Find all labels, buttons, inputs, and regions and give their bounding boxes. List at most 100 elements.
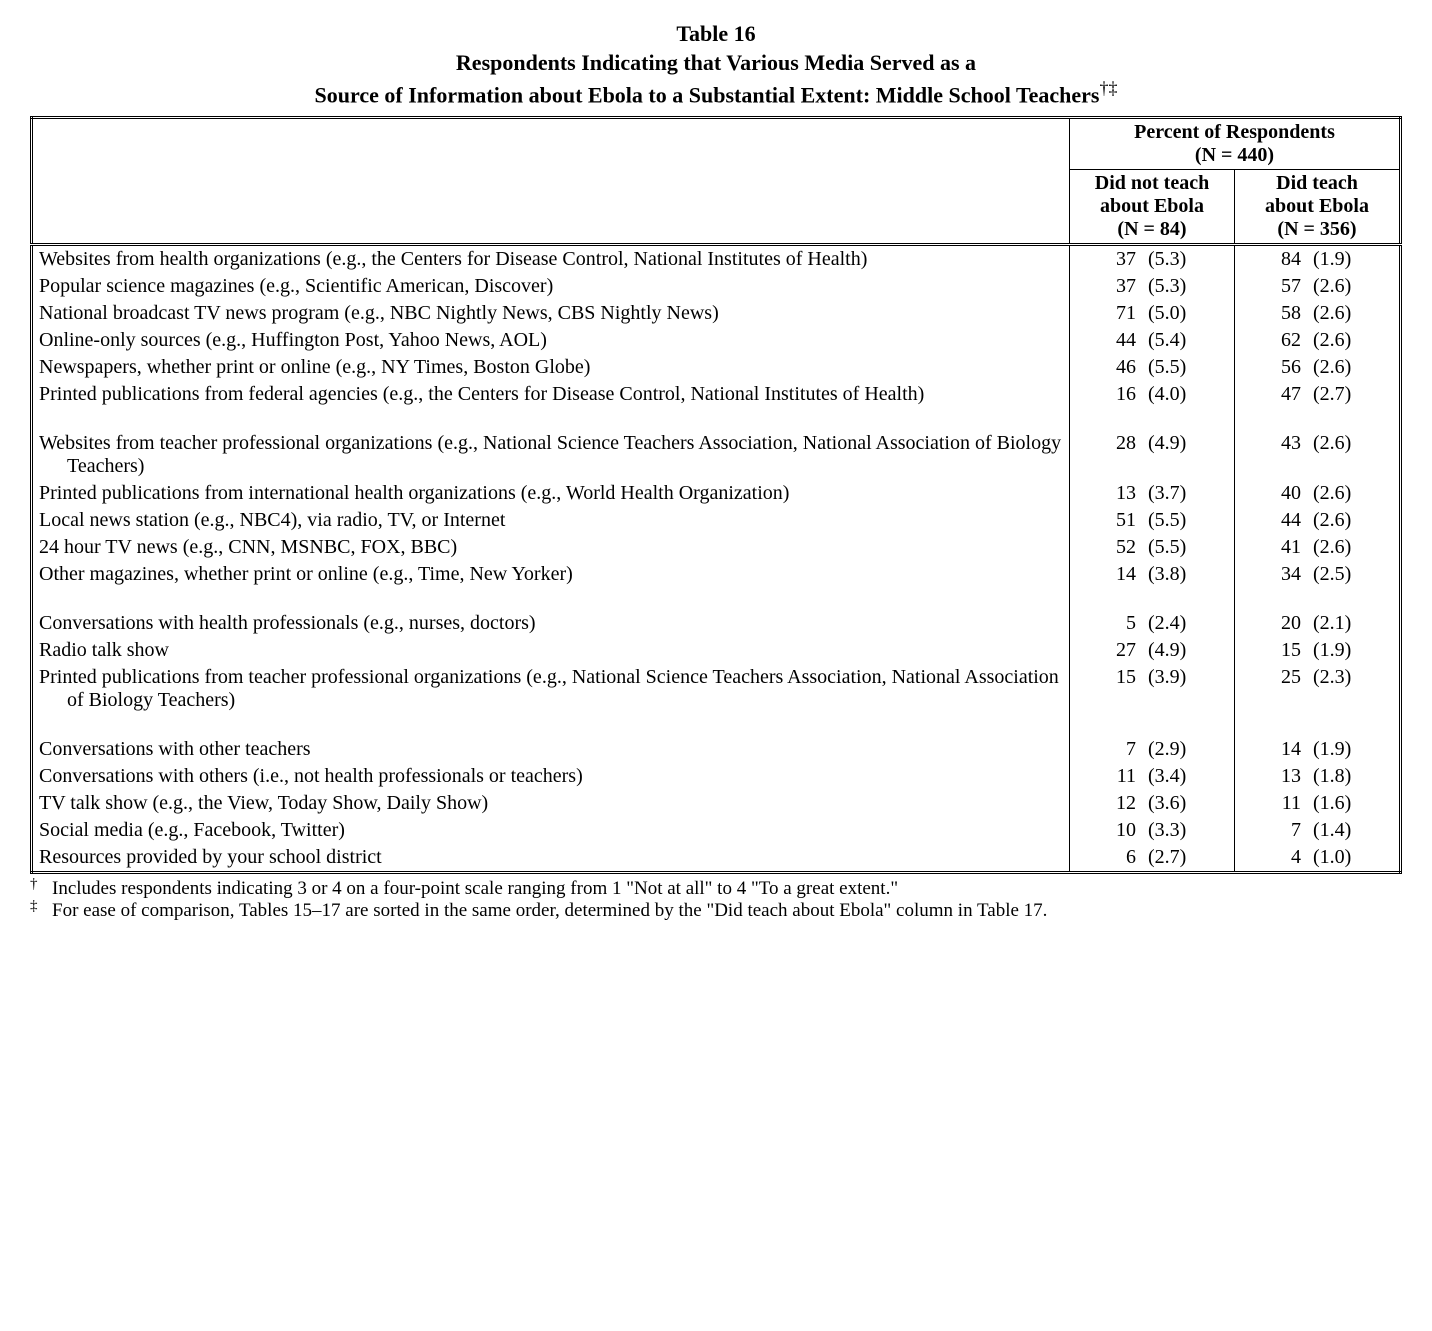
se-did-teach: (2.6) (1307, 480, 1401, 507)
value-did-teach: 13 (1235, 763, 1308, 790)
table-row: Websites from health organizations (e.g.… (32, 245, 1401, 274)
row-label: Printed publications from teacher profes… (32, 664, 1070, 714)
spacer-row (32, 714, 1401, 736)
data-table: Percent of Respondents (N = 440) Did not… (30, 116, 1402, 874)
se-did-teach: (1.9) (1307, 245, 1401, 274)
se-did-not-teach: (3.9) (1142, 664, 1235, 714)
table-row: Websites from teacher professional organ… (32, 430, 1401, 480)
se-did-teach: (2.5) (1307, 561, 1401, 588)
table-row: Newspapers, whether print or online (e.g… (32, 354, 1401, 381)
row-label: Conversations with other teachers (32, 736, 1070, 763)
table-row: Conversations with other teachers7(2.9)1… (32, 736, 1401, 763)
se-did-teach: (1.6) (1307, 790, 1401, 817)
row-label: 24 hour TV news (e.g., CNN, MSNBC, FOX, … (32, 534, 1070, 561)
table-title: Table 16 Respondents Indicating that Var… (30, 20, 1402, 110)
row-label: Printed publications from international … (32, 480, 1070, 507)
value-did-not-teach: 14 (1070, 561, 1143, 588)
row-label: TV talk show (e.g., the View, Today Show… (32, 790, 1070, 817)
row-label: Social media (e.g., Facebook, Twitter) (32, 817, 1070, 844)
value-did-teach: 41 (1235, 534, 1308, 561)
se-did-not-teach: (5.5) (1142, 354, 1235, 381)
value-did-teach: 44 (1235, 507, 1308, 534)
title-line-2: Source of Information about Ebola to a S… (30, 77, 1402, 110)
table-row: 24 hour TV news (e.g., CNN, MSNBC, FOX, … (32, 534, 1401, 561)
table-row: Resources provided by your school distri… (32, 844, 1401, 873)
value-did-not-teach: 52 (1070, 534, 1143, 561)
value-did-not-teach: 10 (1070, 817, 1143, 844)
se-did-teach: (1.0) (1307, 844, 1401, 873)
se-did-teach: (1.4) (1307, 817, 1401, 844)
se-did-not-teach: (4.9) (1142, 637, 1235, 664)
value-did-not-teach: 6 (1070, 844, 1143, 873)
value-did-teach: 14 (1235, 736, 1308, 763)
se-did-teach: (2.1) (1307, 610, 1401, 637)
se-did-teach: (2.6) (1307, 507, 1401, 534)
se-did-not-teach: (2.7) (1142, 844, 1235, 873)
table-row: Printed publications from teacher profes… (32, 664, 1401, 714)
value-did-not-teach: 13 (1070, 480, 1143, 507)
se-did-teach: (1.9) (1307, 637, 1401, 664)
value-did-not-teach: 5 (1070, 610, 1143, 637)
se-did-not-teach: (2.4) (1142, 610, 1235, 637)
row-label: Websites from teacher professional organ… (32, 430, 1070, 480)
value-did-teach: 11 (1235, 790, 1308, 817)
value-did-teach: 62 (1235, 327, 1308, 354)
se-did-not-teach: (3.8) (1142, 561, 1235, 588)
table-row: Social media (e.g., Facebook, Twitter)10… (32, 817, 1401, 844)
row-label: Conversations with health professionals … (32, 610, 1070, 637)
row-label: Local news station (e.g., NBC4), via rad… (32, 507, 1070, 534)
footnote-text: Includes respondents indicating 3 or 4 o… (52, 878, 1402, 900)
row-label: Popular science magazines (e.g., Scienti… (32, 273, 1070, 300)
value-did-teach: 34 (1235, 561, 1308, 588)
value-did-not-teach: 37 (1070, 273, 1143, 300)
footnote: ‡For ease of comparison, Tables 15–17 ar… (30, 900, 1402, 922)
value-did-not-teach: 16 (1070, 381, 1143, 408)
value-did-teach: 25 (1235, 664, 1308, 714)
se-did-not-teach: (5.4) (1142, 327, 1235, 354)
value-did-teach: 40 (1235, 480, 1308, 507)
header-empty (32, 118, 1070, 245)
value-did-not-teach: 71 (1070, 300, 1143, 327)
table-row: Local news station (e.g., NBC4), via rad… (32, 507, 1401, 534)
row-label: Printed publications from federal agenci… (32, 381, 1070, 408)
table-row: Printed publications from federal agenci… (32, 381, 1401, 408)
row-label: Websites from health organizations (e.g.… (32, 245, 1070, 274)
se-did-not-teach: (5.0) (1142, 300, 1235, 327)
value-did-teach: 58 (1235, 300, 1308, 327)
value-did-not-teach: 44 (1070, 327, 1143, 354)
table-row: Radio talk show27(4.9)15(1.9) (32, 637, 1401, 664)
value-did-teach: 43 (1235, 430, 1308, 480)
row-label: Other magazines, whether print or online… (32, 561, 1070, 588)
se-did-not-teach: (5.3) (1142, 273, 1235, 300)
se-did-teach: (2.6) (1307, 273, 1401, 300)
table-row: Conversations with others (i.e., not hea… (32, 763, 1401, 790)
value-did-teach: 56 (1235, 354, 1308, 381)
footnote-mark: † (30, 876, 52, 898)
se-did-not-teach: (3.4) (1142, 763, 1235, 790)
value-did-not-teach: 15 (1070, 664, 1143, 714)
se-did-teach: (2.3) (1307, 664, 1401, 714)
value-did-teach: 7 (1235, 817, 1308, 844)
value-did-not-teach: 46 (1070, 354, 1143, 381)
value-did-not-teach: 11 (1070, 763, 1143, 790)
row-label: Resources provided by your school distri… (32, 844, 1070, 873)
row-label: Online-only sources (e.g., Huffington Po… (32, 327, 1070, 354)
se-did-teach: (1.8) (1307, 763, 1401, 790)
value-did-teach: 84 (1235, 245, 1308, 274)
se-did-not-teach: (3.3) (1142, 817, 1235, 844)
table-number: Table 16 (30, 20, 1402, 49)
value-did-not-teach: 7 (1070, 736, 1143, 763)
spacer-row (32, 408, 1401, 430)
se-did-teach: (2.7) (1307, 381, 1401, 408)
se-did-not-teach: (5.5) (1142, 507, 1235, 534)
table-row: TV talk show (e.g., the View, Today Show… (32, 790, 1401, 817)
footnote: †Includes respondents indicating 3 or 4 … (30, 878, 1402, 900)
row-label: Radio talk show (32, 637, 1070, 664)
se-did-teach: (2.6) (1307, 327, 1401, 354)
table-row: National broadcast TV news program (e.g.… (32, 300, 1401, 327)
value-did-not-teach: 28 (1070, 430, 1143, 480)
value-did-not-teach: 51 (1070, 507, 1143, 534)
header-col-did-not-teach: Did not teach about Ebola (N = 84) (1070, 170, 1235, 245)
row-label: National broadcast TV news program (e.g.… (32, 300, 1070, 327)
value-did-not-teach: 27 (1070, 637, 1143, 664)
